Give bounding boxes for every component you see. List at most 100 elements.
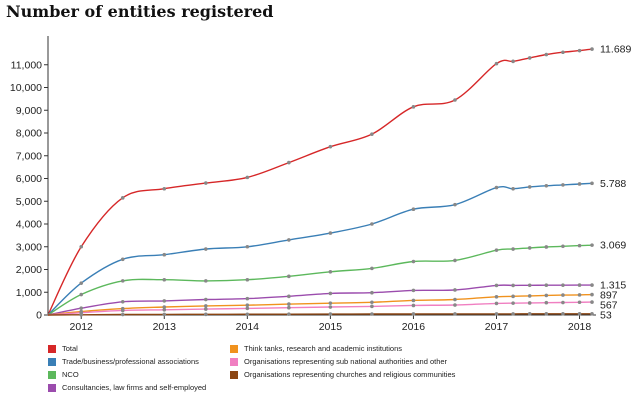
data-point (527, 312, 532, 316)
data-point (79, 281, 84, 285)
data-point (162, 305, 167, 309)
data-point (577, 182, 582, 186)
legend-item[interactable]: Consultancies, law firms and self-employ… (48, 383, 206, 392)
x-tick-label: 2017 (485, 321, 509, 333)
data-point (79, 244, 84, 249)
data-point (577, 283, 582, 287)
y-tick-label: 10,000 (10, 82, 42, 94)
data-point (453, 258, 457, 263)
series-end-label: 567 (600, 300, 618, 312)
legend-item[interactable]: Trade/business/professional associations (48, 357, 199, 366)
data-point (328, 301, 333, 305)
data-point (204, 181, 208, 185)
data-point (162, 312, 167, 317)
data-point (245, 175, 250, 180)
data-point (245, 277, 250, 282)
data-point (453, 303, 457, 307)
y-tick-label: 9,000 (16, 105, 42, 117)
series-end-label: 1.315 (600, 280, 626, 292)
data-point (79, 306, 84, 310)
y-tick-label: 2,000 (16, 264, 42, 276)
data-point (245, 303, 250, 308)
data-point (411, 312, 416, 316)
data-point (577, 300, 582, 305)
legend-item[interactable]: Total (48, 344, 78, 353)
legend-label: Trade/business/professional associations (62, 357, 199, 366)
data-point (287, 302, 291, 306)
y-tick-label: 0 (36, 310, 42, 322)
data-point (328, 312, 333, 316)
data-point (511, 186, 515, 191)
data-point (511, 294, 515, 299)
y-tick-label: 1,000 (16, 287, 42, 299)
y-tick-label: 4,000 (16, 219, 42, 231)
data-point (453, 312, 457, 316)
data-point (370, 290, 374, 295)
x-tick-label: 2014 (236, 321, 260, 333)
data-point (577, 293, 582, 297)
data-point (561, 50, 565, 55)
series-lines-group (47, 47, 594, 317)
data-point (544, 245, 549, 249)
y-tick-label: 6,000 (16, 173, 42, 185)
data-point (370, 132, 374, 136)
data-point (590, 243, 594, 247)
data-point (328, 291, 333, 296)
data-point (511, 283, 515, 288)
legend-item[interactable]: Organisations representing sub national … (230, 357, 447, 366)
x-tick-label: 2018 (568, 321, 592, 333)
data-point (527, 294, 532, 298)
data-point (162, 299, 167, 303)
data-point (287, 305, 291, 310)
y-tick-label: 7,000 (16, 150, 42, 162)
legend-label: Consultancies, law firms and self-employ… (62, 383, 207, 392)
data-point (561, 244, 565, 249)
data-point (204, 312, 208, 317)
legend-item[interactable]: Think tanks, research and academic insti… (230, 344, 402, 353)
data-point (494, 312, 499, 316)
legend-label: Think tanks, research and academic insti… (244, 344, 402, 353)
data-point (511, 312, 515, 316)
legend-item[interactable]: Organisations representing churches and … (230, 370, 455, 379)
data-point (370, 222, 374, 226)
legend-item[interactable]: NCO (48, 370, 79, 379)
data-point (287, 274, 291, 279)
data-point (561, 293, 565, 297)
data-point (577, 243, 582, 248)
legend-swatch (230, 370, 238, 379)
data-point (411, 298, 416, 303)
data-point (287, 238, 291, 242)
data-point (544, 283, 549, 287)
legend-swatch (48, 344, 56, 353)
data-point (287, 312, 291, 316)
data-point (590, 283, 594, 287)
data-point (590, 292, 594, 297)
data-point (162, 252, 167, 257)
data-point (453, 202, 457, 207)
legend-label: Total (62, 344, 78, 353)
axes-group: 0 1,000 2,000 3,000 4,000 5,000 6,000 7,000 8,00… (10, 36, 596, 333)
data-point (411, 105, 416, 109)
data-point (561, 183, 565, 187)
series-end-label: 53 (600, 310, 612, 322)
data-point (162, 277, 167, 282)
series-line-0 (47, 48, 593, 316)
data-point (204, 279, 208, 283)
data-point (544, 312, 549, 316)
data-point (204, 247, 208, 251)
series-end-label: 3.069 (600, 240, 626, 252)
data-point (120, 196, 125, 200)
data-point (590, 300, 594, 304)
legend-label: Organisations representing churches and … (244, 370, 456, 379)
series-line-4 (47, 293, 593, 316)
data-point (544, 293, 549, 298)
data-point (511, 247, 515, 251)
data-point (577, 312, 582, 316)
data-point (411, 288, 416, 293)
data-point (411, 259, 416, 264)
data-point (370, 304, 374, 309)
x-tick-label: 2015 (319, 321, 343, 333)
series-line-2 (47, 244, 593, 316)
data-point (453, 98, 457, 102)
series-end-label: 11.689 (600, 44, 631, 56)
